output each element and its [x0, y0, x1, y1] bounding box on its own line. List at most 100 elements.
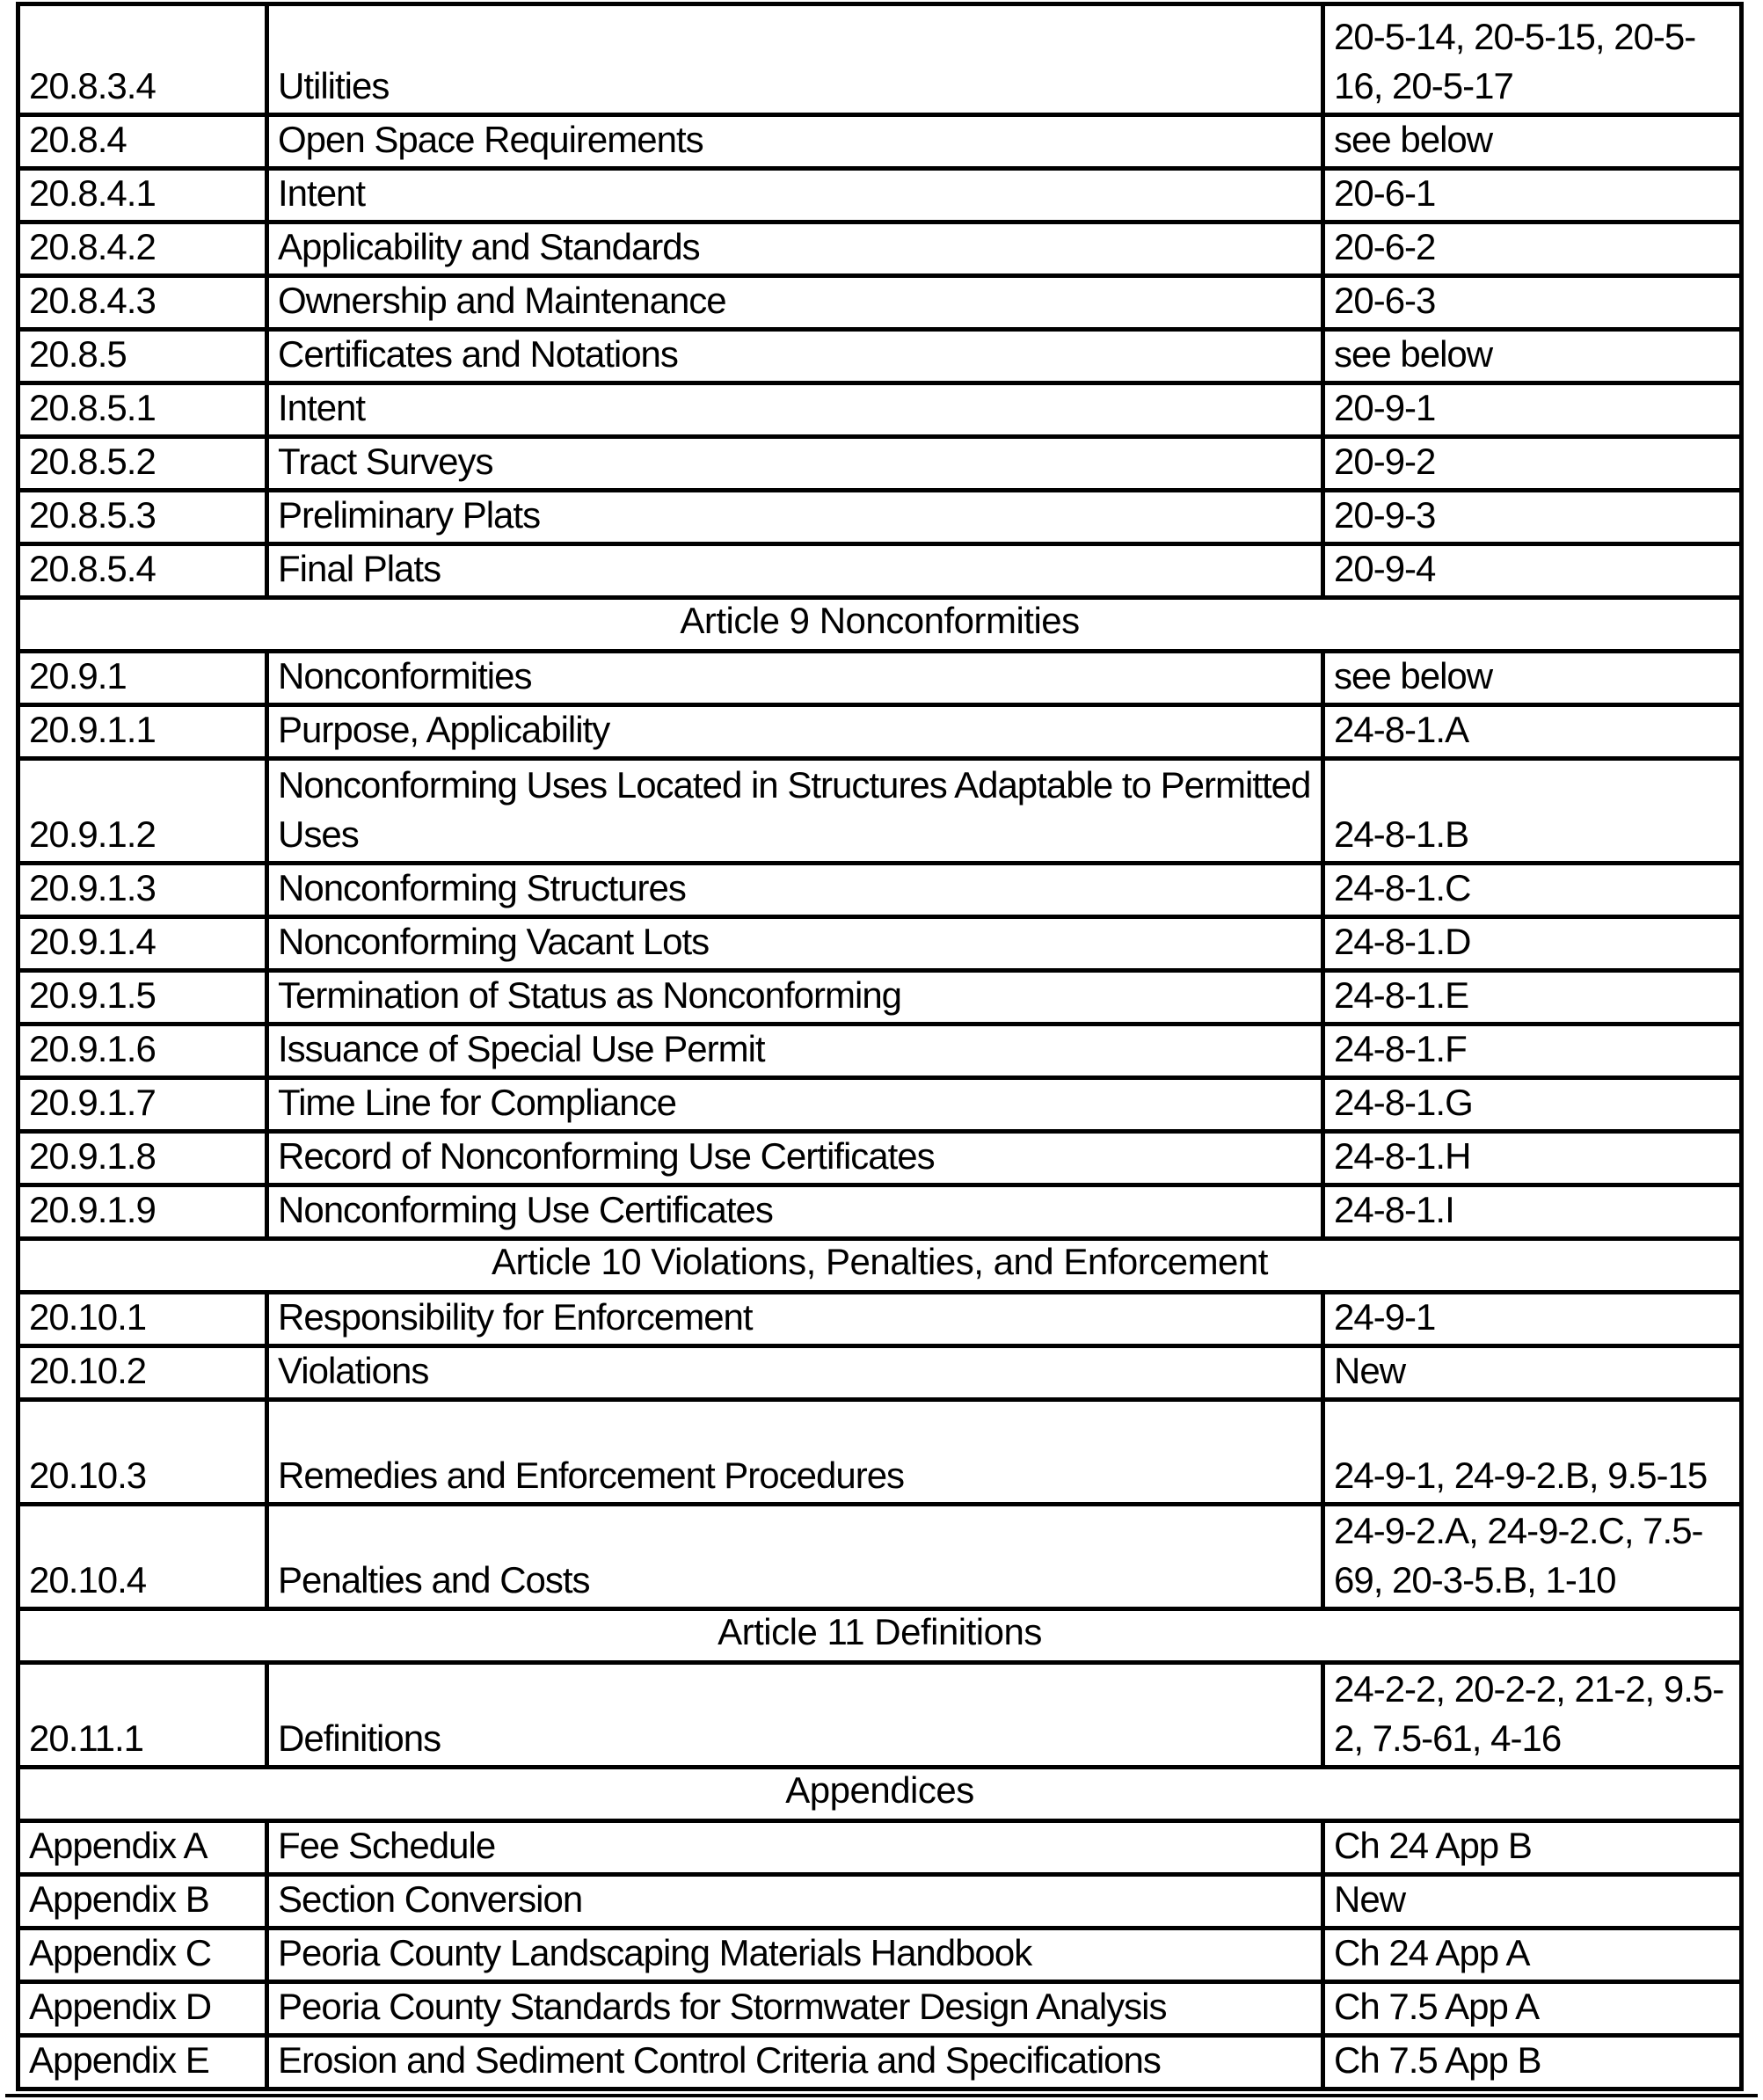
section-number-cell-text: 20.8.4 [29, 119, 127, 160]
title-cell-text: Intent [278, 172, 366, 214]
legacy-ref-cell-text: Ch 24 App A [1334, 1932, 1531, 1973]
section-number-cell: 20.8.5.2 [20, 439, 269, 488]
legacy-ref-cell: 20-9-2 [1325, 439, 1739, 488]
legacy-ref-cell: 20-6-3 [1325, 278, 1739, 327]
article-header-row: Article 11 Definitions [20, 1607, 1739, 1660]
section-number-cell-text: 20.8.4.2 [29, 226, 157, 267]
legacy-ref-cell-text: New [1334, 1350, 1406, 1391]
table-row: 20.9.1 Nonconformities see below [20, 649, 1739, 703]
title-cell-text: Open Space Requirements [278, 119, 704, 160]
legacy-ref-cell-text: 24-9-2.A, 24-9-2.C, 7.5-69, 20-3-5.B, 1-… [1334, 1510, 1704, 1601]
section-number-cell-text: 20.9.1.4 [29, 921, 157, 962]
legacy-ref-cell-text: 20-9-4 [1334, 548, 1436, 589]
section-number-cell: Appendix C [20, 1930, 269, 1980]
legacy-ref-cell-text: 24-8-1.C [1334, 867, 1471, 908]
title-cell: Intent [269, 385, 1325, 434]
section-number-cell: 20.10.2 [20, 1348, 269, 1397]
title-cell: Issuance of Special Use Permit [269, 1026, 1325, 1076]
title-cell: Purpose, Applicability [269, 707, 1325, 756]
legacy-ref-cell-text: 24-8-1.H [1334, 1135, 1471, 1177]
title-cell: Nonconforming Vacant Lots [269, 919, 1325, 968]
legacy-ref-cell-text: 24-9-1, 24-9-2.B, 9.5-15 [1334, 1455, 1708, 1496]
title-cell-text: Peoria County Landscaping Materials Hand… [278, 1932, 1032, 1973]
legacy-ref-cell-text: 24-8-1.A [1334, 709, 1469, 750]
table-row: Appendix C Peoria County Landscaping Mate… [20, 1926, 1739, 1980]
legacy-ref-cell-text: 24-8-1.G [1334, 1082, 1474, 1123]
section-number-cell: Appendix D [20, 1984, 269, 2033]
title-cell: Time Line for Compliance [269, 1080, 1325, 1129]
title-cell: Ownership and Maintenance [269, 278, 1325, 327]
section-number-cell: 20.8.4.3 [20, 278, 269, 327]
legacy-ref-cell: Ch 24 App A [1325, 1930, 1739, 1980]
title-cell: Termination of Status as Nonconforming [269, 973, 1325, 1022]
section-number-cell-text: 20.10.1 [29, 1296, 147, 1338]
table-row: Appendix E Erosion and Sediment Control C… [20, 2033, 1739, 2087]
section-number-cell-text: 20.8.5.3 [29, 494, 157, 536]
title-cell-text: Nonconforming Uses Located in Structures… [278, 764, 1311, 855]
section-number-cell-text: Appendix C [29, 1932, 212, 1973]
legacy-ref-cell: 24-8-1.F [1325, 1026, 1739, 1076]
section-number-cell: 20.8.4 [20, 117, 269, 166]
section-number-cell: 20.8.5.1 [20, 385, 269, 434]
table-row: 20.9.1.6 Issuance of Special Use Permit 24… [20, 1022, 1739, 1076]
title-cell: Definitions [269, 1665, 1325, 1765]
article-header-row: Article 10 Violations, Penalties, and En… [20, 1236, 1739, 1290]
table-row: 20.10.1 Responsibility for Enforcement 24-… [20, 1290, 1739, 1344]
article-header-label: Article 10 Violations, Penalties, and En… [492, 1241, 1268, 1282]
section-number-cell-text: 20.11.1 [29, 1717, 144, 1759]
legacy-ref-cell: 24-9-2.A, 24-9-2.C, 7.5-69, 20-3-5.B, 1-… [1325, 1506, 1739, 1607]
legacy-ref-cell: 24-8-1.G [1325, 1080, 1739, 1129]
legacy-ref-cell: 24-8-1.D [1325, 919, 1739, 968]
table-row: 20.9.1.5 Termination of Status as Nonconf… [20, 968, 1739, 1022]
section-number-cell-text: 20.8.5.4 [29, 548, 157, 589]
title-cell: Nonconforming Structures [269, 865, 1325, 915]
legacy-ref-cell: Ch 7.5 App A [1325, 1984, 1739, 2033]
table-row: 20.11.1 Definitions 24-2-2, 20-2-2, 21-2, … [20, 1660, 1739, 1765]
legacy-ref-cell-text: 20-5-14, 20-5-15, 20-5-16, 20-5-17 [1334, 16, 1696, 106]
title-cell-text: Fee Schedule [278, 1825, 496, 1866]
legacy-ref-cell: see below [1325, 117, 1739, 166]
title-cell-text: Peoria County Standards for Stormwater D… [278, 1986, 1167, 2027]
legacy-ref-cell-text: 20-9-1 [1334, 387, 1436, 428]
section-number-cell: 20.9.1.9 [20, 1187, 269, 1236]
section-number-cell-text: 20.9.1.5 [29, 974, 157, 1016]
table-row: 20.10.4 Penalties and Costs 24-9-2.A, 24-9… [20, 1502, 1739, 1607]
legacy-ref-cell-text: Ch 24 App B [1334, 1825, 1533, 1866]
title-cell: Intent [269, 171, 1325, 220]
section-number-cell-text: 20.8.4.3 [29, 280, 157, 321]
section-number-cell: 20.8.4.1 [20, 171, 269, 220]
legacy-ref-cell: 24-9-1, 24-9-2.B, 9.5-15 [1325, 1402, 1739, 1502]
title-cell-text: Issuance of Special Use Permit [278, 1028, 766, 1069]
table-row: 20.9.1.9 Nonconforming Use Certificates 24… [20, 1183, 1739, 1236]
legacy-ref-cell: 24-2-2, 20-2-2, 21-2, 9.5-2, 7.5-61, 4-1… [1325, 1665, 1739, 1765]
legacy-ref-cell: see below [1325, 653, 1739, 703]
title-cell-text: Preliminary Plats [278, 494, 541, 536]
title-cell: Remedies and Enforcement Procedures [269, 1402, 1325, 1502]
section-number-cell: 20.9.1.4 [20, 919, 269, 968]
title-cell-text: Violations [278, 1350, 429, 1391]
title-cell: Nonconforming Uses Located in Structures… [269, 761, 1325, 861]
table-row: 20.8.3.4 Utilities 20-5-14, 20-5-15, 20-5-… [20, 6, 1739, 113]
section-number-cell-text: 20.9.1.2 [29, 813, 157, 855]
legacy-ref-cell: 20-6-2 [1325, 224, 1739, 273]
section-number-cell: 20.9.1.5 [20, 973, 269, 1022]
title-cell: Utilities [269, 6, 1325, 113]
legacy-ref-cell: see below [1325, 332, 1739, 381]
section-number-cell: 20.8.5.4 [20, 546, 269, 595]
legacy-ref-cell: 20-9-4 [1325, 546, 1739, 595]
section-number-cell: 20.9.1 [20, 653, 269, 703]
section-number-cell: 20.9.1.8 [20, 1134, 269, 1183]
section-number-cell: Appendix B [20, 1877, 269, 1926]
section-number-cell-text: 20.9.1 [29, 655, 127, 696]
section-number-cell-text: 20.10.2 [29, 1350, 147, 1391]
title-cell-text: Time Line for Compliance [278, 1082, 677, 1123]
legacy-ref-cell: Ch 7.5 App B [1325, 2038, 1739, 2087]
section-number-cell-text: 20.9.1.1 [29, 709, 157, 750]
section-number-cell: 20.9.1.6 [20, 1026, 269, 1076]
title-cell-text: Definitions [278, 1717, 441, 1759]
section-number-cell-text: 20.9.1.8 [29, 1135, 157, 1177]
legacy-ref-cell: 24-8-1.I [1325, 1187, 1739, 1236]
table-row: 20.8.4.3 Ownership and Maintenance 20-6-3 [20, 273, 1739, 327]
title-cell-text: Ownership and Maintenance [278, 280, 727, 321]
title-cell: Record of Nonconforming Use Certificates [269, 1134, 1325, 1183]
